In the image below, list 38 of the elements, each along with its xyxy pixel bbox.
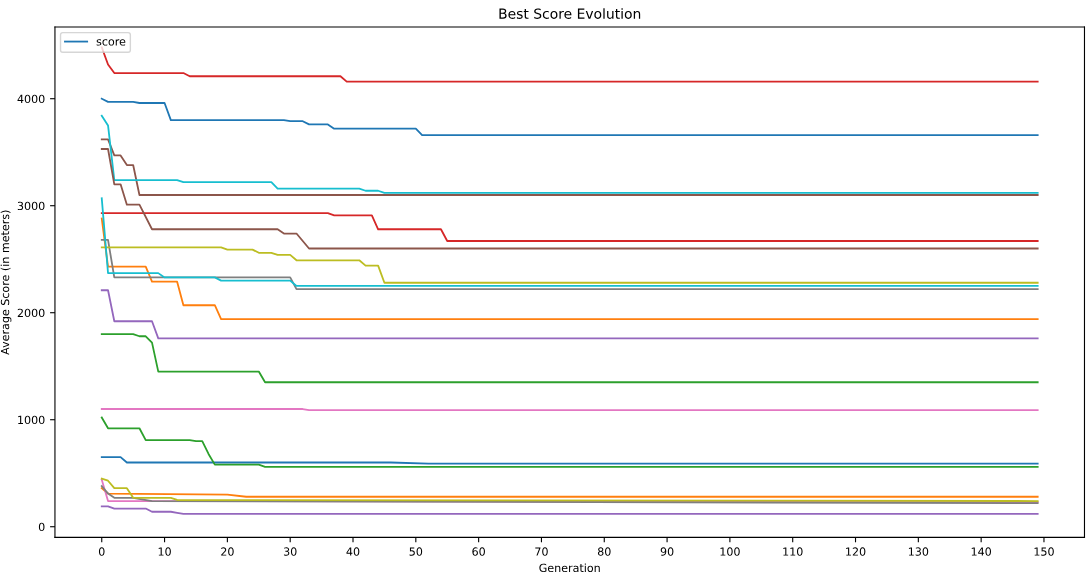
x-tick-label: 20 [221,547,234,556]
x-tick-label: 90 [660,547,674,556]
x-tick-label: 50 [409,547,423,556]
x-tick-label: 140 [971,547,992,556]
line-series [100,114,1039,194]
x-tick-label: 120 [846,547,866,556]
x-tick-label: 150 [1034,547,1054,556]
x-tick-label: 40 [346,547,360,556]
y-tick-label: 0 [38,522,45,532]
line-series [100,138,1039,196]
line-series [100,487,1039,498]
legend-label: score [96,39,126,46]
line-series [100,148,1039,250]
line-series [100,416,1039,468]
x-tick-label: 130 [908,547,929,556]
y-tick-label: 2000 [17,308,45,318]
x-tick-label: 0 [98,547,105,556]
x-tick-label: 70 [535,547,548,556]
y-axis-title: Average Score (in meters) [0,210,12,355]
chart-title: Best Score Evolution [499,8,641,19]
line-series [100,212,1039,242]
line-series [100,333,1039,384]
line-series [100,505,1039,515]
x-tick-label: 30 [283,547,297,556]
x-tick-label: 100 [720,547,740,556]
x-tick-label: 10 [158,547,171,556]
x-axis-title: Generation [539,563,600,573]
x-tick-label: 60 [472,547,485,556]
y-tick-label: 4000 [17,94,45,104]
y-tick-label: 1000 [18,415,45,425]
y-tick-label: 3000 [17,201,45,211]
line-series [100,246,1039,284]
line-series [100,485,1039,505]
x-tick-label: 80 [597,547,611,556]
line-series [100,97,1039,136]
x-tick-label: 110 [783,547,803,556]
line-series [100,217,1039,321]
line-series [100,197,1039,287]
